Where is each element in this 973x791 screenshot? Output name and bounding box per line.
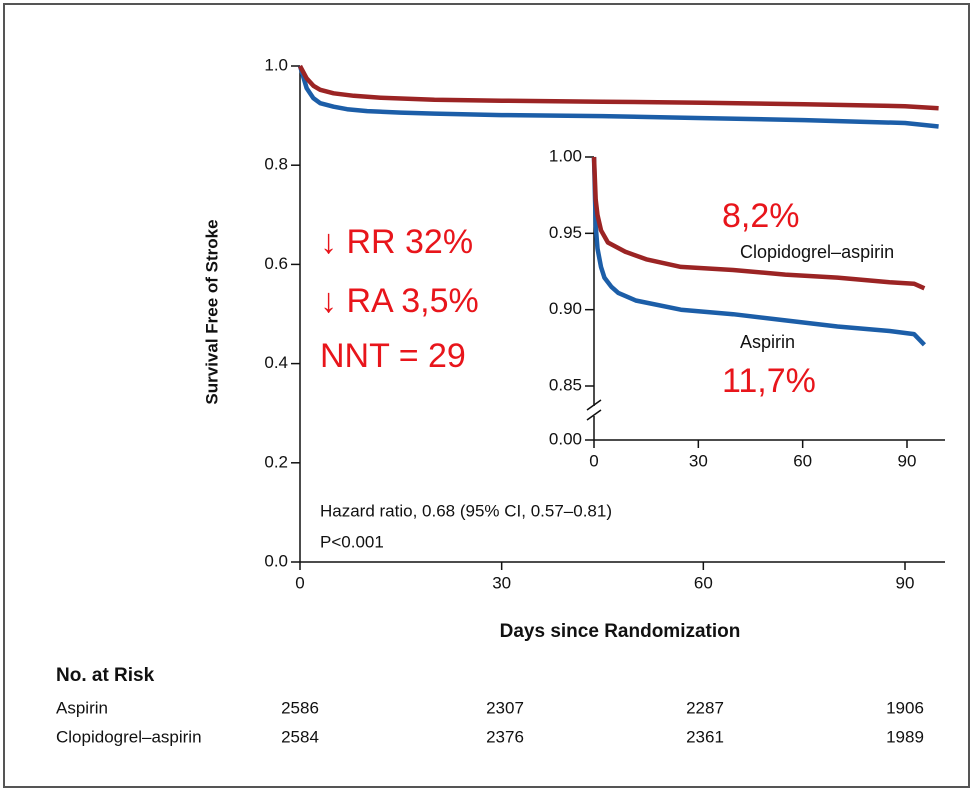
y-axis-label: Survival Free of Stroke	[202, 219, 221, 404]
survival-curve	[591, 156, 926, 291]
risk-count: 2376	[486, 727, 524, 746]
survival-curve	[298, 64, 939, 111]
survival-curve	[591, 156, 927, 347]
y-tick-label: 1.00	[549, 146, 582, 165]
x-tick-label: 30	[689, 451, 708, 470]
risk-count: 2307	[486, 698, 524, 717]
risk-count: 1906	[886, 698, 924, 717]
y-tick-label: 0.85	[549, 375, 582, 394]
y-tick-label: 0.95	[549, 223, 582, 242]
y-tick-label: 1.0	[264, 55, 288, 74]
annotation: P<0.001	[320, 532, 384, 551]
y-tick-label: 0.8	[264, 155, 288, 174]
risk-table-title: No. at Risk	[56, 665, 155, 686]
risk-count: 2287	[686, 698, 724, 717]
survival-curve	[297, 65, 939, 129]
annotation: Hazard ratio, 0.68 (95% CI, 0.57–0.81)	[320, 501, 612, 520]
x-axis-label: Days since Randomization	[500, 621, 741, 642]
annotation: NNT = 29	[320, 337, 466, 375]
annotation: 11,7%	[722, 362, 816, 400]
risk-count: 1989	[886, 727, 924, 746]
frame	[3, 3, 970, 788]
x-tick-label: 60	[793, 451, 812, 470]
risk-row-label: Aspirin	[56, 698, 108, 717]
y-tick-label: 0.90	[549, 299, 582, 318]
x-tick-label: 30	[492, 573, 511, 592]
annotation: ↓ RR 32%	[320, 223, 473, 261]
y-tick-label: 0.6	[264, 254, 288, 273]
x-tick-label: 90	[898, 451, 917, 470]
y-tick-label: 0.4	[264, 353, 288, 372]
y-tick-label: 0.0	[264, 551, 288, 570]
risk-count: 2584	[281, 727, 319, 746]
x-tick-label: 0	[295, 573, 304, 592]
risk-count: 2586	[281, 698, 319, 717]
series-label: Aspirin	[740, 332, 795, 352]
y-tick-label: 0.00	[549, 429, 582, 448]
y-tick-label: 0.2	[264, 452, 288, 471]
annotation: 8,2%	[722, 197, 800, 235]
risk-count: 2361	[686, 727, 724, 746]
x-tick-label: 90	[896, 573, 915, 592]
axis-break	[586, 399, 602, 421]
annotation: ↓ RA 3,5%	[320, 282, 479, 320]
series-label: Clopidogrel–aspirin	[740, 242, 894, 262]
risk-row-label: Clopidogrel–aspirin	[56, 727, 202, 746]
x-tick-label: 60	[694, 573, 713, 592]
x-tick-label: 0	[589, 451, 598, 470]
